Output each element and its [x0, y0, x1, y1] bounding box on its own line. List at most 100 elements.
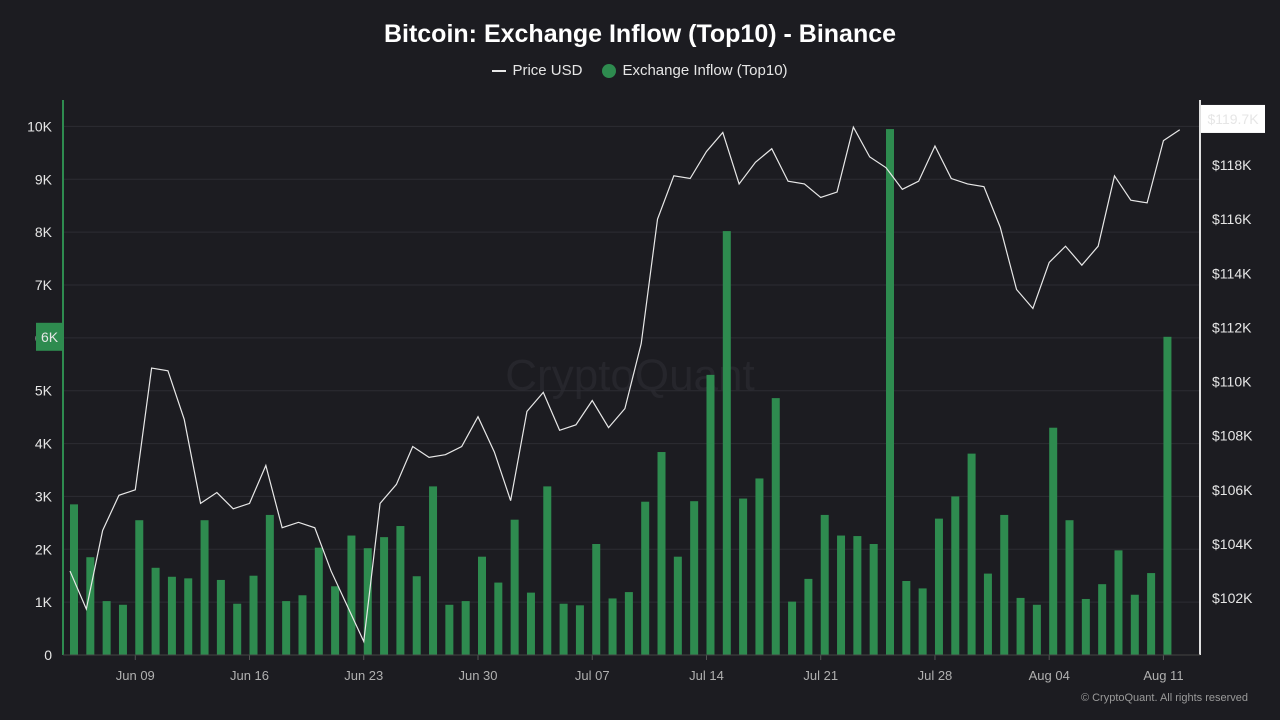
inflow-bar	[412, 576, 421, 655]
y-left-tick-label: 7K	[35, 277, 53, 293]
x-tick-label: Jun 30	[458, 668, 497, 683]
y-left-tick-label: 3K	[35, 488, 53, 504]
inflow-bar	[461, 601, 470, 655]
x-tick-label: Aug 04	[1029, 668, 1070, 683]
legend-item-price[interactable]: Price USD	[492, 62, 582, 79]
inflow-bar	[216, 579, 225, 655]
price-line	[69, 125, 1181, 644]
inflow-bar	[347, 535, 356, 655]
inflow-bar	[1000, 514, 1009, 655]
inflow-bar	[233, 603, 242, 655]
inflow-bar	[624, 592, 633, 655]
inflow-bar	[265, 514, 274, 655]
bar-series	[70, 129, 1172, 656]
inflow-bar	[657, 452, 666, 655]
y-right-tick-label: $108K	[1212, 428, 1253, 444]
chart-title: Bitcoin: Exchange Inflow (Top10) - Binan…	[383, 20, 897, 48]
inflow-bar	[869, 544, 878, 655]
legend-label-price: Price USD	[512, 62, 583, 79]
inflow-bar	[396, 526, 405, 655]
inflow-bar	[249, 575, 258, 655]
legend-dot-swatch	[602, 63, 617, 78]
y-left-tick-label: 5K	[35, 383, 53, 399]
inflow-bar	[706, 374, 715, 655]
inflow-bar	[820, 514, 829, 655]
inflow-bar	[151, 567, 160, 655]
legend-line-swatch	[492, 69, 507, 72]
legend-label-inflow: Exchange Inflow (Top10)	[622, 62, 788, 79]
price-line-series	[69, 125, 1181, 644]
inflow-bar	[363, 548, 372, 655]
inflow-bar	[1016, 597, 1025, 655]
y-right-tick-label: $118K	[1212, 157, 1252, 173]
inflow-bar	[118, 604, 127, 655]
inflow-bar	[902, 581, 911, 655]
inflow-bar	[1114, 550, 1123, 655]
inflow-bar	[494, 582, 503, 655]
inflow-bar	[200, 520, 209, 655]
current-price-badge	[1201, 104, 1265, 133]
inflow-bar	[1130, 594, 1139, 655]
inflow-bar	[314, 547, 323, 655]
legend-item-inflow[interactable]: Exchange Inflow (Top10)	[602, 62, 788, 79]
inflow-bar	[755, 478, 764, 655]
y-left-tick-label: 0	[44, 647, 52, 663]
inflow-bar	[934, 518, 943, 655]
inflow-bar	[86, 557, 95, 655]
inflow-bar	[1032, 604, 1041, 655]
y-left-tick-label: 2K	[35, 541, 53, 557]
y-right-tick-label: $104K	[1212, 536, 1253, 552]
current-price-label: $119.7K	[1207, 111, 1259, 127]
inflow-bar	[478, 556, 486, 655]
x-tick-label: Aug 11	[1143, 668, 1183, 683]
y-left-tick-label: 4K	[35, 436, 53, 452]
inflow-bar	[804, 578, 813, 655]
inflow-bar	[1065, 520, 1074, 655]
y-left-tick-label: 9K	[35, 171, 53, 187]
inflow-bar	[739, 498, 748, 655]
y-left-tick-label: 8K	[35, 224, 53, 240]
inflow-bar	[983, 573, 992, 655]
chart-legend: Price USD Exchange Inflow (Top10)	[0, 62, 1280, 79]
inflow-bar	[837, 535, 846, 655]
inflow-bar	[526, 592, 535, 655]
y-left-tick-label: 10K	[27, 118, 53, 134]
inflow-bar	[429, 486, 438, 655]
inflow-bar	[1081, 598, 1090, 655]
inflow-bar	[575, 605, 584, 655]
inflow-bar	[853, 536, 862, 655]
x-tick-label: Jul 07	[575, 668, 610, 683]
inflow-bar	[592, 544, 601, 655]
y-left-tick-label: 1K	[35, 594, 53, 610]
inflow-bar	[1163, 336, 1172, 655]
inflow-bar	[641, 501, 650, 655]
y-right-tick-label: $116K	[1212, 211, 1252, 227]
inflow-bar	[886, 129, 894, 656]
y-right-tick-label: $102K	[1212, 590, 1253, 606]
x-tick-label: Jun 16	[230, 668, 269, 683]
inflow-bar	[918, 588, 927, 655]
inflow-bar	[788, 601, 797, 655]
inflow-bar	[771, 398, 780, 655]
inflow-bar	[184, 578, 193, 655]
inflow-bar	[282, 601, 291, 655]
current-inflow-badge	[36, 322, 63, 351]
inflow-bar	[673, 556, 682, 655]
inflow-bar	[380, 537, 389, 655]
copyright-text: © CryptoQuant. All rights reserved	[1080, 692, 1248, 704]
inflow-bar	[967, 453, 976, 655]
x-tick-label: Jul 21	[803, 668, 838, 683]
inflow-bar	[445, 604, 454, 655]
inflow-bar	[951, 496, 960, 655]
inflow-bar	[167, 576, 176, 655]
inflow-bar	[1098, 584, 1107, 655]
inflow-bar	[331, 586, 340, 655]
x-tick-label: Jun 09	[116, 668, 155, 683]
y-right-tick-label: $114K	[1212, 265, 1252, 281]
y-right-tick-label: $106K	[1212, 482, 1253, 498]
x-tick-label: Jun 23	[344, 668, 383, 683]
inflow-bar	[722, 231, 731, 656]
inflow-bar	[135, 520, 144, 655]
inflow-bar	[1049, 427, 1058, 655]
